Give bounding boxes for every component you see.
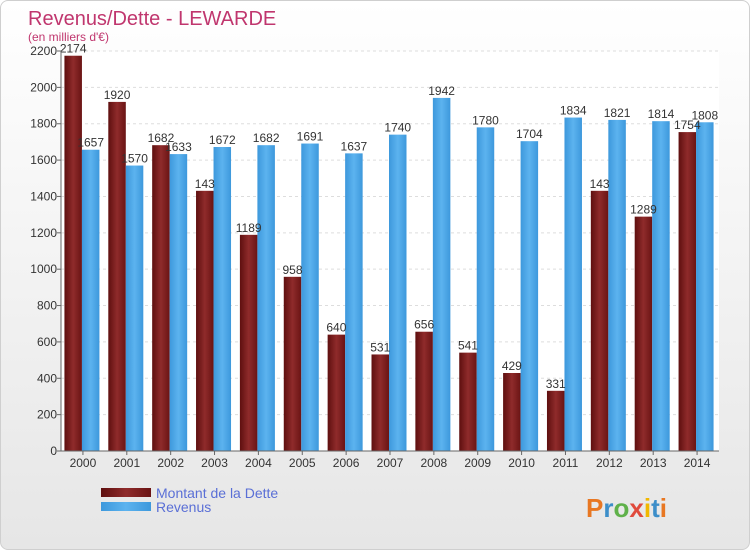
data-label-revenus: 1821 (604, 106, 631, 120)
bar-dette (196, 190, 214, 451)
data-label-revenus: 1942 (428, 84, 455, 98)
x-tick-label: 2011 (553, 456, 579, 470)
x-tick-label: 2005 (289, 456, 316, 470)
bar-dette (327, 334, 346, 451)
y-tick-label: 200 (37, 408, 57, 422)
x-tick-label: 2006 (333, 456, 360, 470)
legend-label: Montant de la Dette (156, 485, 278, 501)
data-label-dette: 531 (370, 340, 390, 354)
bar-revenus (169, 154, 188, 451)
bar-revenus (125, 165, 144, 451)
data-label-revenus: 1808 (691, 108, 718, 122)
data-label-dette: 640 (326, 321, 346, 335)
bar-dette (152, 145, 170, 451)
x-tick-label: 2014 (684, 456, 711, 470)
data-label-revenus: 1704 (516, 127, 543, 141)
data-label-dette: 143 (590, 177, 610, 191)
x-tick-label: 2007 (377, 456, 404, 470)
y-tick-label: 0 (50, 444, 57, 458)
proxiti-logo: Proxiti (586, 493, 667, 523)
chart-title: Revenus/Dette - LEWARDE (28, 8, 276, 30)
data-label-revenus: 1672 (209, 133, 236, 147)
bar-revenus (257, 145, 275, 451)
data-label-dette: 143 (195, 177, 215, 191)
x-tick-label: 2010 (508, 456, 535, 470)
bar-dette (64, 55, 82, 452)
data-label-revenus: 1740 (384, 121, 411, 135)
x-tick-label: 2001 (113, 456, 140, 470)
data-label-revenus: 1814 (648, 107, 675, 121)
legend-swatch (101, 488, 151, 497)
bar-dette (634, 216, 653, 451)
x-tick-label: 2003 (201, 456, 228, 470)
x-tick-label: 2012 (596, 456, 623, 470)
data-label-dette: 1920 (104, 88, 131, 102)
bar-revenus (696, 122, 714, 451)
data-label-revenus: 1570 (121, 152, 148, 166)
x-tick-label: 2000 (70, 456, 97, 470)
bar-revenus (213, 147, 232, 451)
bar-dette (546, 390, 565, 451)
bar-dette (108, 101, 126, 451)
y-tick-label: 400 (37, 371, 57, 385)
bar-revenus (564, 117, 582, 451)
y-tick-label: 1400 (30, 189, 57, 203)
data-label-dette: 656 (414, 318, 434, 332)
bar-revenus (301, 143, 319, 451)
bar-revenus (389, 134, 407, 452)
y-tick-label: 1200 (30, 226, 57, 240)
x-tick-label: 2013 (640, 456, 667, 470)
y-tick-label: 1800 (30, 117, 57, 131)
bar-revenus (81, 149, 100, 451)
data-label-dette: 958 (283, 263, 303, 277)
data-label-revenus: 1657 (77, 136, 104, 150)
data-label-dette: 1754 (674, 118, 701, 132)
bar-revenus (432, 97, 451, 451)
x-tick-label: 2004 (245, 456, 272, 470)
x-tick-label: 2008 (421, 456, 448, 470)
data-label-dette: 1189 (236, 221, 262, 235)
chart-subtitle: (en milliers d'€) (28, 30, 109, 44)
bar-dette (415, 331, 433, 451)
legend-label: Revenus (156, 499, 211, 515)
y-tick-label: 2000 (30, 80, 57, 94)
y-tick-label: 1600 (30, 153, 57, 167)
y-tick-label: 1000 (30, 262, 57, 276)
y-tick-label: 800 (37, 299, 57, 313)
bar-dette (678, 132, 697, 451)
bar-revenus (520, 141, 539, 451)
bar-revenus (476, 127, 495, 451)
y-tick-label: 600 (37, 335, 57, 349)
data-label-revenus: 1682 (253, 131, 280, 145)
data-label-dette: 2174 (60, 42, 87, 56)
x-tick-label: 2009 (464, 456, 491, 470)
x-tick-label: 2002 (157, 456, 184, 470)
data-label-dette: 1289 (630, 203, 657, 217)
bar-dette (371, 354, 389, 451)
bar-dette (283, 276, 302, 451)
bar-revenus (345, 153, 363, 451)
data-label-dette: 429 (502, 359, 522, 373)
bar-dette (239, 234, 258, 451)
bar-revenus (652, 121, 670, 451)
bar-dette (503, 373, 521, 451)
data-label-dette: 541 (458, 339, 478, 353)
y-tick-label: 2200 (30, 44, 57, 58)
data-label-revenus: 1834 (560, 104, 587, 118)
bar-revenus (608, 119, 626, 451)
data-label-dette: 1682 (148, 131, 175, 145)
data-label-revenus: 1780 (472, 113, 499, 127)
legend-swatch (101, 502, 151, 511)
bar-dette (459, 352, 477, 451)
data-label-revenus: 1637 (341, 139, 368, 153)
data-label-revenus: 1691 (297, 130, 324, 144)
bar-dette (590, 190, 609, 451)
data-label-revenus: 1633 (165, 140, 192, 154)
data-label-dette: 331 (546, 377, 566, 391)
